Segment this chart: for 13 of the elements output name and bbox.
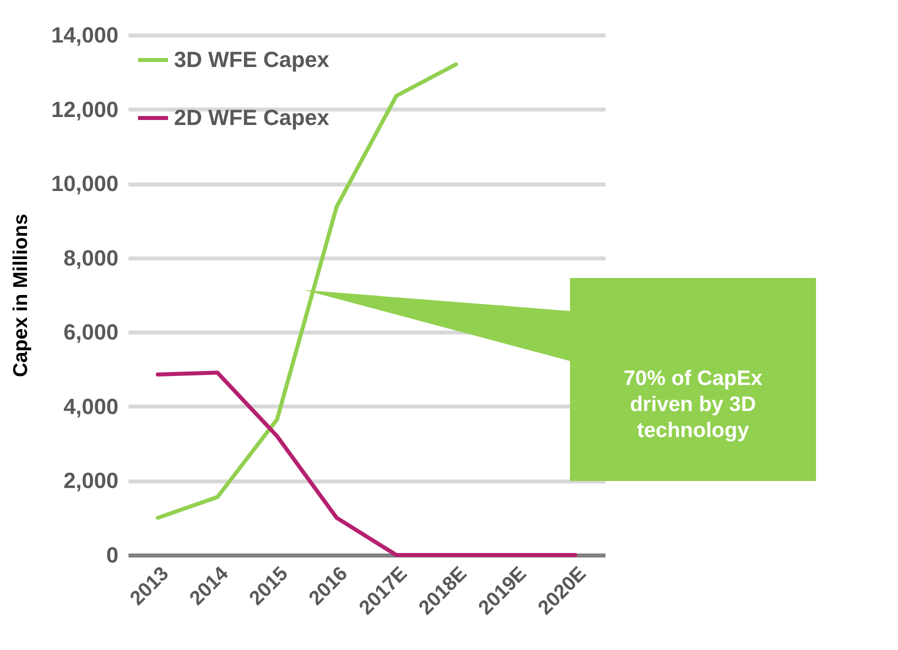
y-tick-label: 10,000: [51, 171, 118, 196]
legend-label: 2D WFE Capex: [174, 105, 330, 130]
y-tick-label: 6,000: [63, 320, 118, 345]
y-tick-label: 14,000: [51, 22, 118, 48]
y-tick-label: 2,000: [63, 468, 118, 494]
line-series: [156, 370, 578, 557]
text: 70% of CapEx driven by 3D technology: [624, 367, 763, 442]
y-tick-label: 8,000: [63, 245, 118, 270]
y-tick-label: 12,000: [51, 96, 118, 122]
y-axis-title: Capex in Millions: [10, 214, 32, 378]
y-tick-label: 4,000: [63, 394, 118, 419]
legend-label: 3D WFE Capex: [174, 47, 330, 72]
y-tick-label: 0: [106, 542, 118, 568]
